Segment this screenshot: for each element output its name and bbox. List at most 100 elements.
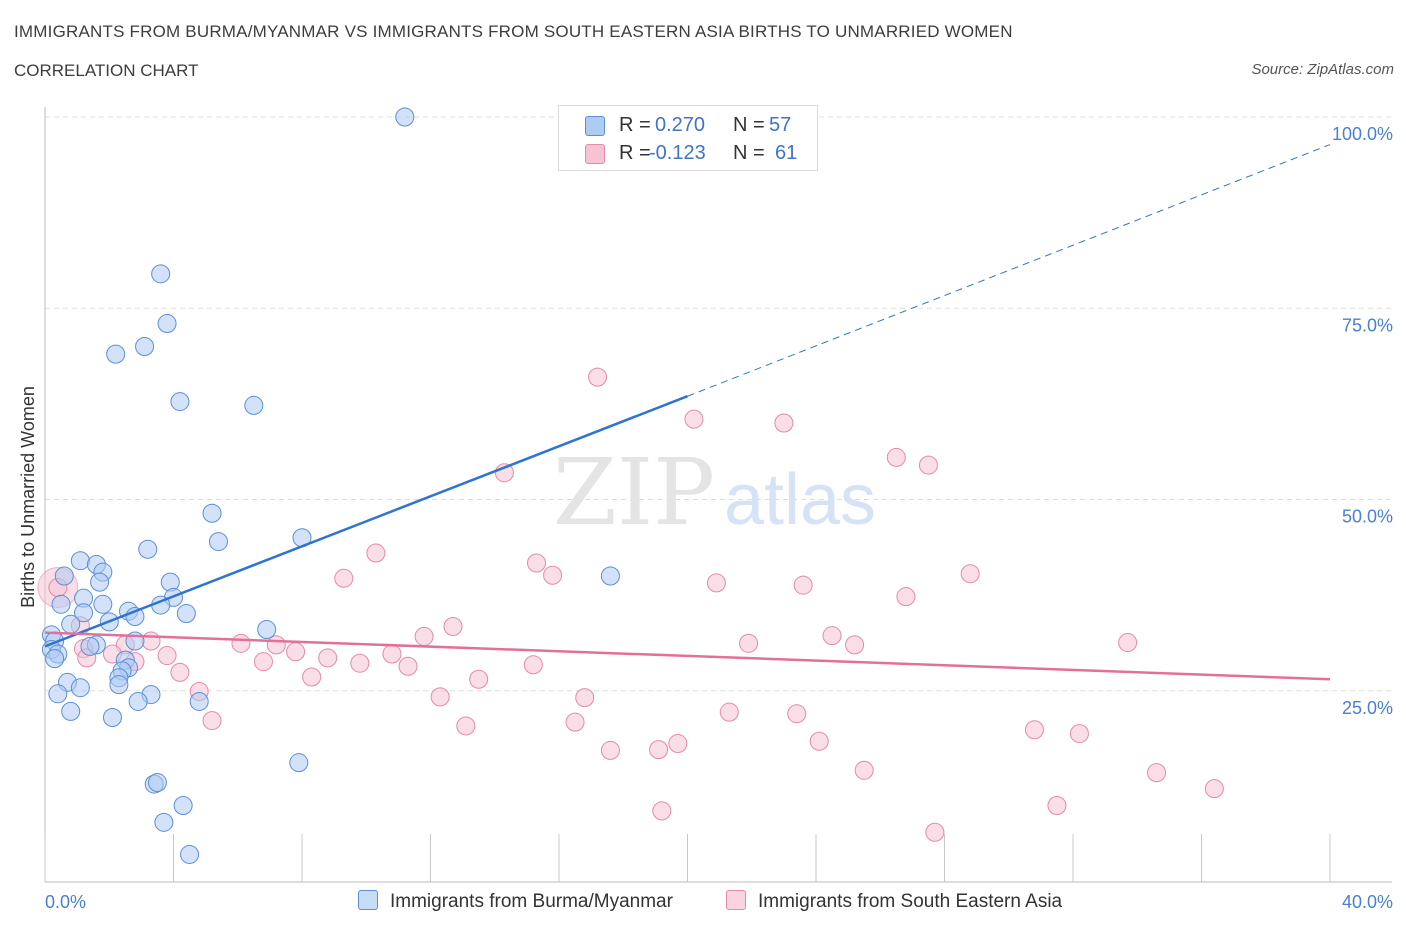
data-point [350,653,370,673]
data-point [649,740,669,760]
chart-title: IMMIGRANTS FROM BURMA/MYANMAR VS IMMIGRA… [14,22,1013,41]
data-point [257,620,277,640]
data-point [925,822,945,842]
data-point [302,667,322,687]
data-point [1024,720,1044,740]
source-label: Source: ZipAtlas.com [1251,61,1394,78]
trend-line-burma-extension [687,144,1331,397]
y-tick-label: 50.0% [1342,507,1393,527]
trend-line-burma [44,395,688,648]
data-point [202,503,222,523]
data-point [170,662,190,682]
data-point [456,716,476,736]
y-tick-label: 100.0% [1332,124,1393,144]
x-tick-label: 0.0% [45,892,86,912]
data-point [443,616,463,636]
legend-r-value: -0.123 [649,142,706,164]
legend-swatch-blue [585,116,605,136]
data-point [176,603,196,623]
data-point [774,413,794,433]
data-point [147,773,167,793]
data-point [93,594,113,614]
data-point [395,107,415,127]
data-point [48,684,68,704]
data-point [886,447,906,467]
data-point [787,704,807,724]
legend-n-label: N = [733,114,765,136]
data-point [90,572,110,592]
data-point [523,655,543,675]
data-point [896,587,916,607]
bottom-legend-burma: Immigrants from Burma/Myanmar [358,890,673,913]
data-point [366,543,386,563]
data-point [334,568,354,588]
data-point [1047,796,1067,815]
data-point [244,395,264,415]
data-point [1118,633,1138,653]
data-point [173,796,193,815]
data-point [318,648,338,668]
legend-r-label: R = [619,142,651,164]
data-point [74,603,94,623]
data-point [109,675,129,695]
legend-r-value: 0.270 [655,114,706,136]
data-point [45,649,65,669]
data-point [51,594,71,614]
data-point [138,539,158,559]
data-point [208,532,228,552]
data-point [1204,779,1224,799]
data-point [189,691,209,711]
data-point [61,701,81,721]
data-point [600,566,620,586]
tick-labels: 25.0% 50.0% 75.0% 100.0% 0.0% 40.0% [45,124,1393,912]
data-point [61,614,81,634]
data-point [70,678,90,698]
data-point [793,575,813,595]
bottom-legend-swatch-pink [726,890,746,910]
data-point [684,409,704,429]
data-point [706,573,726,593]
data-point [960,564,980,584]
data-point [106,344,126,364]
correlation-legend: R = 0.270 N = 57 R = -0.123 N = 61 [558,105,818,171]
watermark-atlas: atlas [724,460,876,540]
data-point [600,740,620,760]
data-point [588,367,608,387]
series-burma-points [41,107,620,864]
y-tick-label: 75.0% [1342,315,1393,335]
y-axis-title: Births to Unmarried Women [18,386,38,608]
data-point [652,801,672,821]
data-point [80,636,100,656]
data-point [128,691,148,711]
data-point [266,635,286,655]
data-point [157,314,177,334]
legend-n-value: 61 [775,142,798,164]
data-point [668,734,688,754]
data-point [565,712,585,732]
trend-lines [44,144,1331,681]
bottom-legend-sea: Immigrants from South Eastern Asia [726,890,1062,913]
data-point [160,572,180,592]
data-point [918,455,938,475]
data-point [1069,724,1089,744]
data-point [157,646,177,666]
data-point [154,812,174,832]
data-point [151,264,171,284]
data-point [854,760,874,780]
data-point [719,702,739,722]
legend-swatch-pink [585,144,605,164]
watermark-zip: ZIP [553,439,715,546]
legend-n-label: N = [733,142,765,164]
data-point [414,626,434,646]
data-point [845,635,865,655]
axes [44,107,1392,883]
legend-r-label: R = [619,114,651,136]
bottom-legend-label: Immigrants from Burma/Myanmar [390,891,673,912]
data-point [822,626,842,646]
data-point [141,631,161,651]
data-point [430,687,450,707]
data-point [469,669,489,689]
data-point [739,633,759,653]
data-point [253,652,273,672]
